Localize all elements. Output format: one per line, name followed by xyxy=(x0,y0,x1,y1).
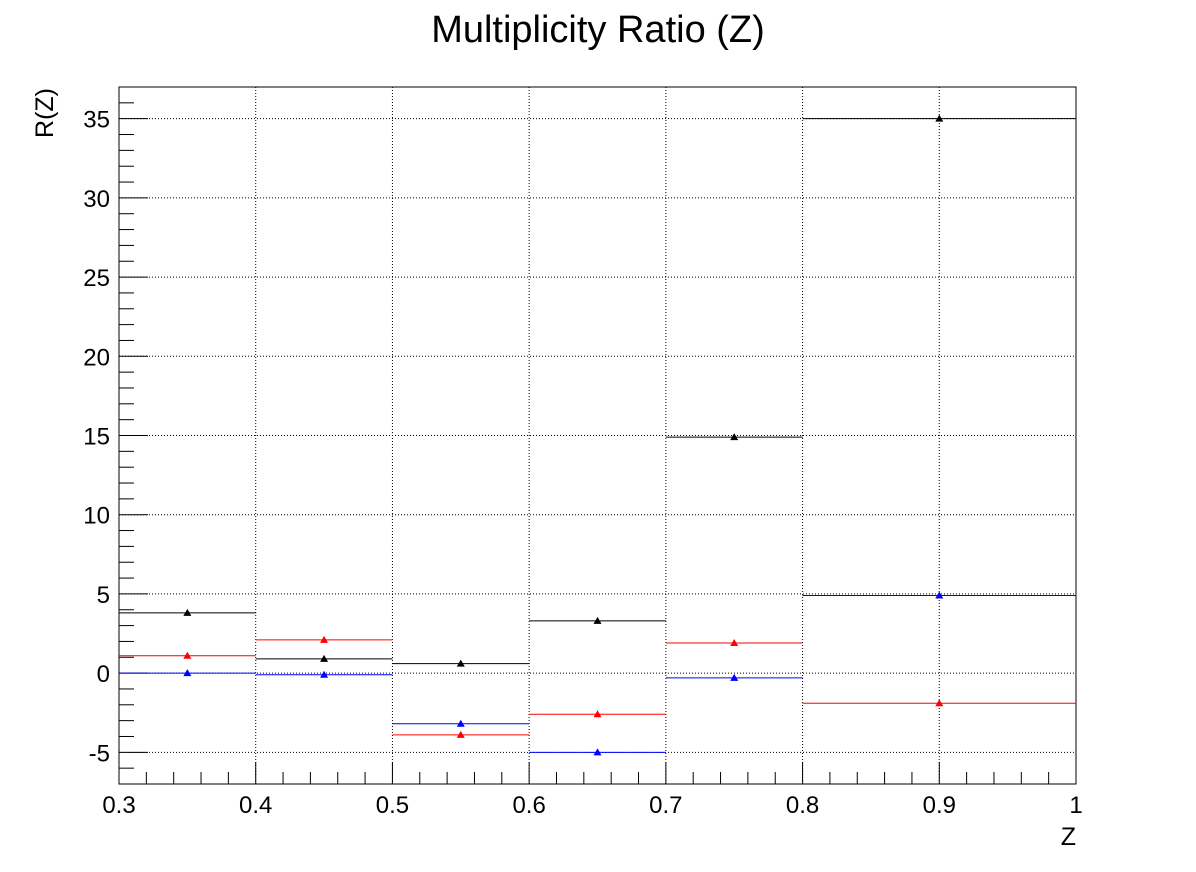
data-point xyxy=(320,670,329,678)
series xyxy=(119,591,1076,756)
y-axis-label: R(Z) xyxy=(31,88,59,138)
data-point xyxy=(935,699,944,707)
y-tick-label: 35 xyxy=(83,107,110,134)
data-point xyxy=(456,730,465,738)
data-point xyxy=(935,114,944,122)
grid xyxy=(119,87,1076,784)
x-tick-label: 0.5 xyxy=(376,792,409,819)
data-point xyxy=(593,748,602,756)
y-tick-label: -5 xyxy=(89,740,110,767)
y-tick-label: 25 xyxy=(83,265,110,292)
data-point xyxy=(730,433,739,441)
data-point xyxy=(320,635,329,643)
data-point xyxy=(320,654,329,662)
x-tick-label: 0.3 xyxy=(102,792,135,819)
y-tick-label: 20 xyxy=(83,344,110,371)
chart-title: Multiplicity Ratio (Z) xyxy=(431,9,765,51)
y-tick-label: 15 xyxy=(83,424,110,451)
x-tick-label: 0.7 xyxy=(649,792,682,819)
data-point xyxy=(593,710,602,718)
axis-ticks xyxy=(118,86,1077,785)
series xyxy=(119,635,1076,738)
x-tick-label: 0.4 xyxy=(239,792,272,819)
data-point xyxy=(730,639,739,647)
x-tick-label: 0.9 xyxy=(923,792,956,819)
x-tick-label: 0.8 xyxy=(786,792,819,819)
data-point xyxy=(730,673,739,681)
data-point xyxy=(183,608,192,616)
data-point xyxy=(935,591,944,599)
y-tick-label: 30 xyxy=(83,186,110,213)
data-point xyxy=(456,659,465,667)
data-point xyxy=(456,719,465,727)
data-point xyxy=(183,669,192,677)
data-point xyxy=(593,616,602,624)
x-tick-label: 0.6 xyxy=(512,792,545,819)
series xyxy=(119,114,1076,667)
data-point xyxy=(183,651,192,659)
x-axis-label: Z xyxy=(1061,823,1076,851)
y-tick-labels: -5 0 5 10 15 20 25 30 35 xyxy=(83,107,110,768)
x-tick-label: 1 xyxy=(1069,792,1082,819)
x-tick-labels: 0.3 0.4 0.5 0.6 0.7 0.8 0.9 1 xyxy=(102,792,1082,819)
y-tick-label: 5 xyxy=(97,582,110,609)
data-series xyxy=(119,114,1076,756)
y-tick-label: 0 xyxy=(97,661,110,688)
y-tick-label: 10 xyxy=(83,503,110,530)
